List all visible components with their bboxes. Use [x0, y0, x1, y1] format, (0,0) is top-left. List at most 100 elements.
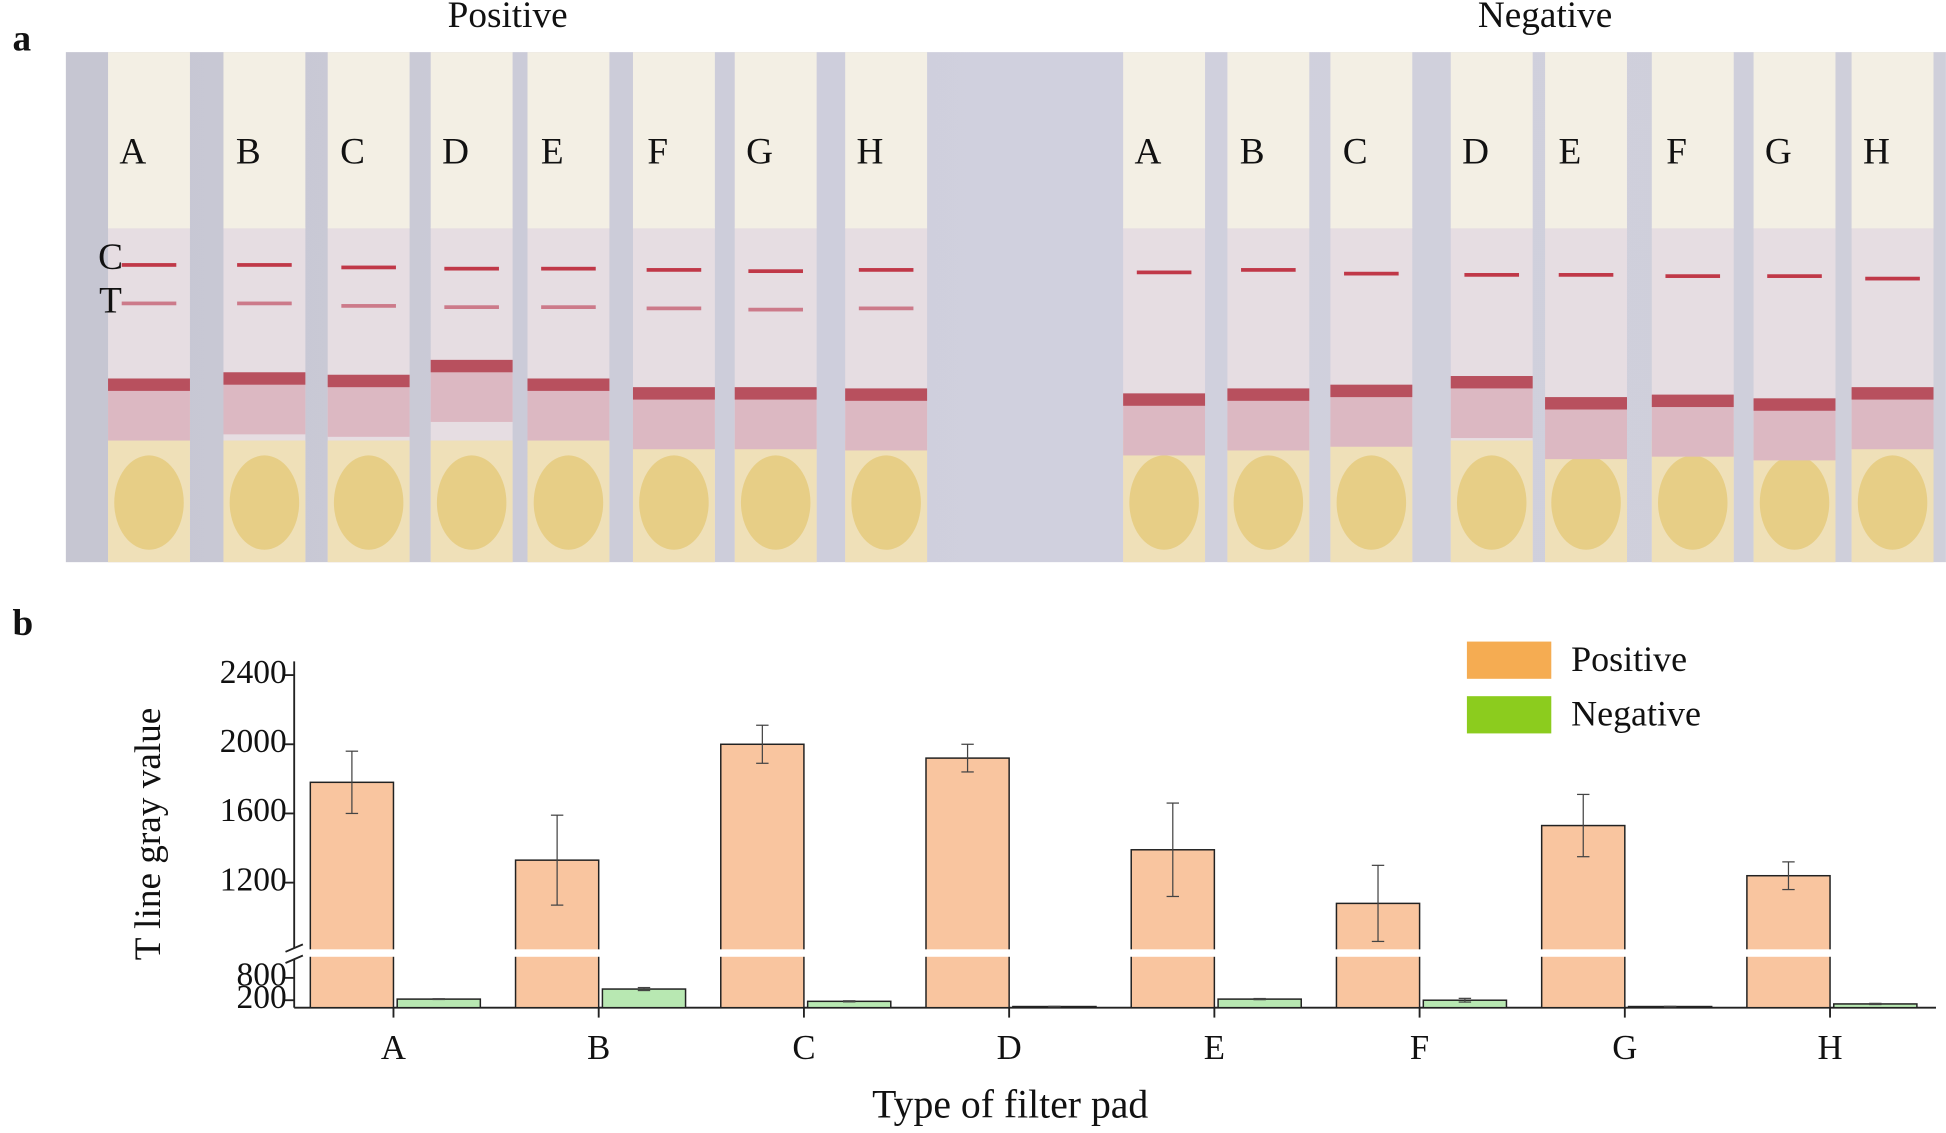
- y-tick-label: 200: [236, 979, 286, 1016]
- sample-spot: [229, 455, 300, 550]
- conjugate-edge: [1227, 388, 1310, 401]
- conjugate-edge: [1753, 398, 1836, 411]
- bar-break: [1540, 949, 1627, 957]
- control-line: [237, 263, 292, 267]
- sample-spot: [1336, 455, 1407, 550]
- strip-top: [1651, 52, 1734, 229]
- control-line: [858, 268, 914, 272]
- bar-break: [1335, 949, 1421, 957]
- strip-label: E: [1559, 132, 1582, 173]
- strip-top: [223, 52, 306, 229]
- bar: [1217, 998, 1302, 1009]
- test-line: [341, 304, 396, 308]
- test-line: [858, 306, 914, 311]
- line-label: T: [99, 281, 122, 322]
- x-tick-label: H: [1817, 1028, 1842, 1067]
- conjugate-edge: [1330, 384, 1413, 398]
- panel-label: a: [12, 19, 31, 60]
- conjugate-edge: [845, 388, 928, 401]
- strip-top: [632, 52, 715, 229]
- bar-break: [514, 949, 600, 957]
- control-line: [646, 268, 702, 272]
- strip-top: [527, 52, 610, 229]
- sample-spot: [1456, 455, 1527, 550]
- conjugate-edge: [223, 372, 306, 385]
- strip-label: B: [1240, 132, 1265, 173]
- strip-top: [108, 52, 190, 229]
- group-title: Positive: [448, 0, 568, 36]
- legend-label: Positive: [1571, 639, 1687, 679]
- conjugate-edge: [430, 359, 513, 373]
- sample-spot: [639, 455, 709, 550]
- group-title: Negative: [1478, 0, 1612, 36]
- bar: [396, 998, 482, 1009]
- bar: [1746, 874, 1831, 1009]
- strip-top: [845, 52, 928, 229]
- strip-label: H: [857, 132, 884, 173]
- control-line: [1767, 274, 1822, 278]
- bar-break: [1129, 949, 1216, 957]
- x-tick-label: F: [1410, 1028, 1429, 1067]
- strip-top: [734, 52, 817, 229]
- control-line: [121, 263, 177, 267]
- conjugate-edge: [632, 387, 715, 400]
- conjugate-edge: [1851, 387, 1934, 400]
- x-tick-label: E: [1204, 1028, 1225, 1067]
- strip-label: C: [1343, 132, 1368, 173]
- strip-top: [1545, 52, 1627, 229]
- strip-label: F: [647, 132, 668, 173]
- bar: [309, 781, 395, 1009]
- control-line: [1344, 271, 1399, 276]
- sample-spot: [1233, 455, 1304, 550]
- legend-swatch: [1466, 641, 1552, 679]
- control-line: [1665, 274, 1721, 278]
- axis-break: [285, 943, 304, 953]
- strip-label: H: [1863, 132, 1890, 173]
- y-axis-label: T line gray value: [128, 708, 169, 961]
- strip-label: F: [1666, 132, 1687, 173]
- sample-spot: [1759, 455, 1830, 550]
- conjugate-edge: [1545, 397, 1627, 410]
- sample-spot: [1658, 455, 1728, 550]
- strip-label: G: [746, 132, 773, 173]
- strip-top: [1753, 52, 1836, 229]
- x-tick-label: C: [792, 1028, 815, 1067]
- strip-top: [1330, 52, 1413, 229]
- x-tick-label: D: [997, 1028, 1022, 1067]
- control-line: [1865, 276, 1920, 281]
- test-line: [237, 301, 292, 306]
- strip-label: E: [541, 132, 564, 173]
- y-tick-label: 1600: [220, 792, 287, 829]
- control-line: [1558, 273, 1614, 277]
- sample-spot: [436, 455, 507, 550]
- legend-swatch: [1466, 696, 1552, 734]
- sample-spot: [740, 455, 811, 550]
- strip-label: A: [1135, 132, 1162, 173]
- x-tick-label: B: [587, 1028, 610, 1067]
- control-line: [1464, 273, 1520, 277]
- x-tick-label: G: [1612, 1028, 1637, 1067]
- strip-label: D: [442, 132, 469, 173]
- strip-label: G: [1765, 132, 1792, 173]
- strip-top: [1227, 52, 1310, 229]
- bar: [601, 988, 687, 1009]
- line-label: C: [98, 237, 123, 278]
- sample-spot: [333, 455, 404, 550]
- control-line: [1241, 268, 1296, 272]
- sample-spot: [114, 455, 184, 550]
- y-tick-label: 2000: [220, 723, 287, 760]
- test-line: [748, 307, 803, 312]
- conjugate-edge: [108, 378, 190, 391]
- bar-break: [1745, 949, 1832, 957]
- conjugate-edge: [1123, 393, 1206, 406]
- axis-break: [285, 954, 304, 964]
- conjugate-edge: [1651, 394, 1734, 408]
- control-line: [748, 269, 803, 274]
- conjugate-edge: [734, 387, 817, 400]
- strip-top: [1851, 52, 1934, 229]
- sample-spot: [1857, 455, 1928, 550]
- bar-break: [309, 949, 395, 957]
- strip-label: B: [236, 132, 261, 173]
- control-line: [1136, 270, 1192, 275]
